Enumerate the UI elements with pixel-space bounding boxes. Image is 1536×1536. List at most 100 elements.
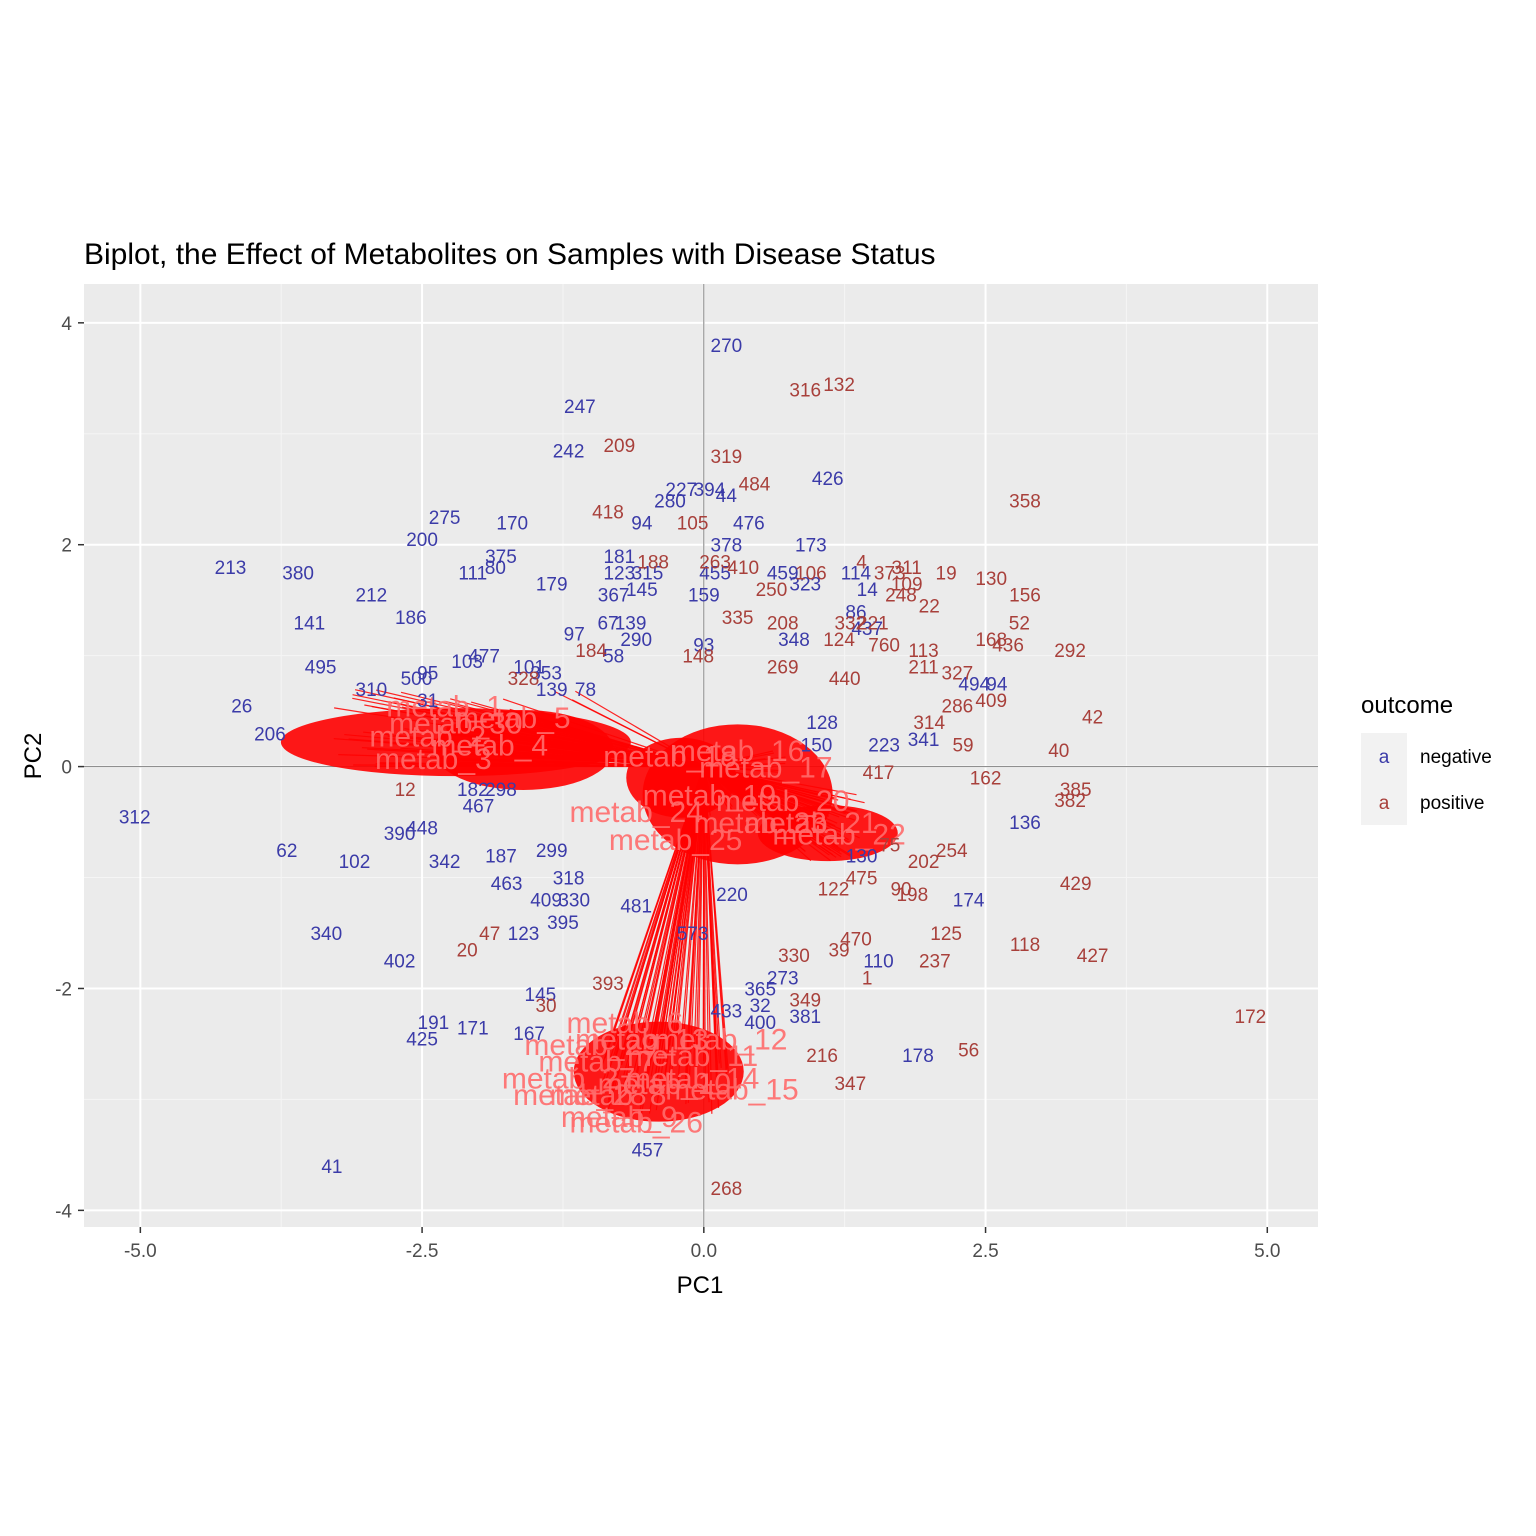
loading-label: metab_5 [454,702,571,735]
point-label-negative: 409 [530,891,562,912]
point-label-positive: 20 [457,941,478,962]
point-label-negative: 495 [305,658,337,679]
point-label-positive: 124 [823,630,855,651]
point-label-negative: 103 [451,652,483,673]
point-label-negative: 150 [801,735,833,756]
point-label-positive: 410 [727,558,759,579]
point-label-positive: 254 [936,841,968,862]
point-label-negative: 494 [958,674,990,695]
point-label-negative: 130 [846,846,878,867]
point-label-negative: 425 [406,1029,438,1050]
point-label-positive: 316 [789,380,821,401]
point-label-negative: 102 [339,852,371,873]
point-label-negative: 123 [508,924,540,945]
point-label-negative: 298 [485,780,517,801]
point-label-positive: 12 [395,780,416,801]
point-label-negative: 227 [665,480,697,501]
point-label-positive: 328 [508,669,540,690]
point-label-negative: 173 [795,536,827,557]
point-label-positive: 156 [1009,586,1041,607]
point-label-negative: 242 [553,441,585,462]
loading-cluster [757,805,898,862]
point-label-negative: 58 [603,647,624,668]
point-label-negative: 381 [789,1007,821,1028]
point-label-negative: 97 [564,624,585,645]
point-label-positive: 188 [637,552,669,573]
point-label-negative: 340 [310,924,342,945]
point-label-positive: 216 [806,1046,838,1067]
point-label-negative: 111 [458,563,487,584]
legend: outcome a negative a positive [1361,692,1492,825]
point-label-negative: 367 [598,586,630,607]
point-label-positive: 30 [535,996,556,1017]
point-label-negative: 186 [395,608,427,629]
point-label-negative: 14 [857,580,879,601]
point-label-positive: 248 [885,586,917,607]
point-label-negative: 315 [632,563,664,584]
point-label-positive: 314 [913,713,945,734]
point-label-negative: 380 [282,563,314,584]
point-label-negative: 141 [294,613,326,634]
loading-label: metab_4 [431,730,548,763]
point-label-negative: 223 [868,735,900,756]
loading-label: metab_17 [699,752,832,785]
loading-label: metab_25 [609,824,742,857]
point-label-positive: 349 [789,991,821,1012]
point-label-positive: 393 [592,974,624,995]
point-label-positive: 263 [699,552,731,573]
point-label-negative: 136 [1009,813,1041,834]
point-label-positive: 208 [767,613,799,634]
point-label-negative: 323 [789,575,821,596]
point-label-positive: 373 [874,563,906,584]
point-label-positive: 250 [756,580,788,601]
point-label-negative: 395 [547,913,579,934]
point-label-negative: 145 [525,985,557,1006]
point-label-positive: 286 [942,697,974,718]
point-label-positive: 148 [682,647,714,668]
point-label-positive: 52 [1009,613,1030,634]
legend-label-positive: positive [1420,793,1484,814]
loading-label: metab_28 [513,1079,646,1112]
point-label-positive: 125 [930,924,962,945]
point-label-negative: 500 [401,669,433,690]
point-label-positive: 382 [1054,791,1086,812]
point-label-positive: 42 [1082,708,1103,729]
loading-label: metab_14 [626,1062,759,1095]
point-label-negative: 206 [254,724,286,745]
chart-title: Biplot, the Effect of Metabolites on Sam… [84,238,936,271]
point-label-negative: 110 [863,952,893,973]
point-label-positive: 209 [603,436,635,457]
y-tick-label: 2 [61,536,72,557]
loading-label: metab_19 [643,779,776,812]
point-label-positive: 221 [857,613,889,634]
point-label-negative: 463 [491,874,523,895]
point-label-negative: 481 [620,896,652,917]
loading-label: metab_21 [744,807,877,840]
loading-cluster [626,737,737,818]
point-label-negative: 182 [457,780,489,801]
y-tick-label: -4 [55,1201,72,1222]
point-label-negative: 402 [384,952,416,973]
point-label-positive: 292 [1054,641,1086,662]
loading-label: metab_8 [550,1079,667,1112]
point-label-positive: 484 [739,475,771,496]
point-label-negative: 312 [119,808,151,829]
point-label-positive: 327 [942,663,974,684]
point-label-negative: 167 [513,1024,545,1045]
point-label-positive: 429 [1060,874,1092,895]
point-label-negative: 310 [356,680,388,701]
point-label-positive: 168 [975,630,1007,651]
point-label-positive: 202 [908,852,940,873]
x-tick-label: 2.5 [972,1241,998,1262]
point-label-negative: 437 [851,619,883,640]
point-label-positive: 760 [868,636,900,657]
point-label-positive: 198 [896,885,928,906]
x-tick-label: -5.0 [124,1241,157,1262]
point-label-positive: 335 [722,608,754,629]
point-label-positive: 330 [778,946,810,967]
loading-label: metab_13 [575,1023,708,1056]
point-label-negative: 375 [485,547,517,568]
point-label-positive: 22 [919,597,940,618]
point-label-negative: 330 [558,891,590,912]
point-label-positive: 436 [992,636,1024,657]
